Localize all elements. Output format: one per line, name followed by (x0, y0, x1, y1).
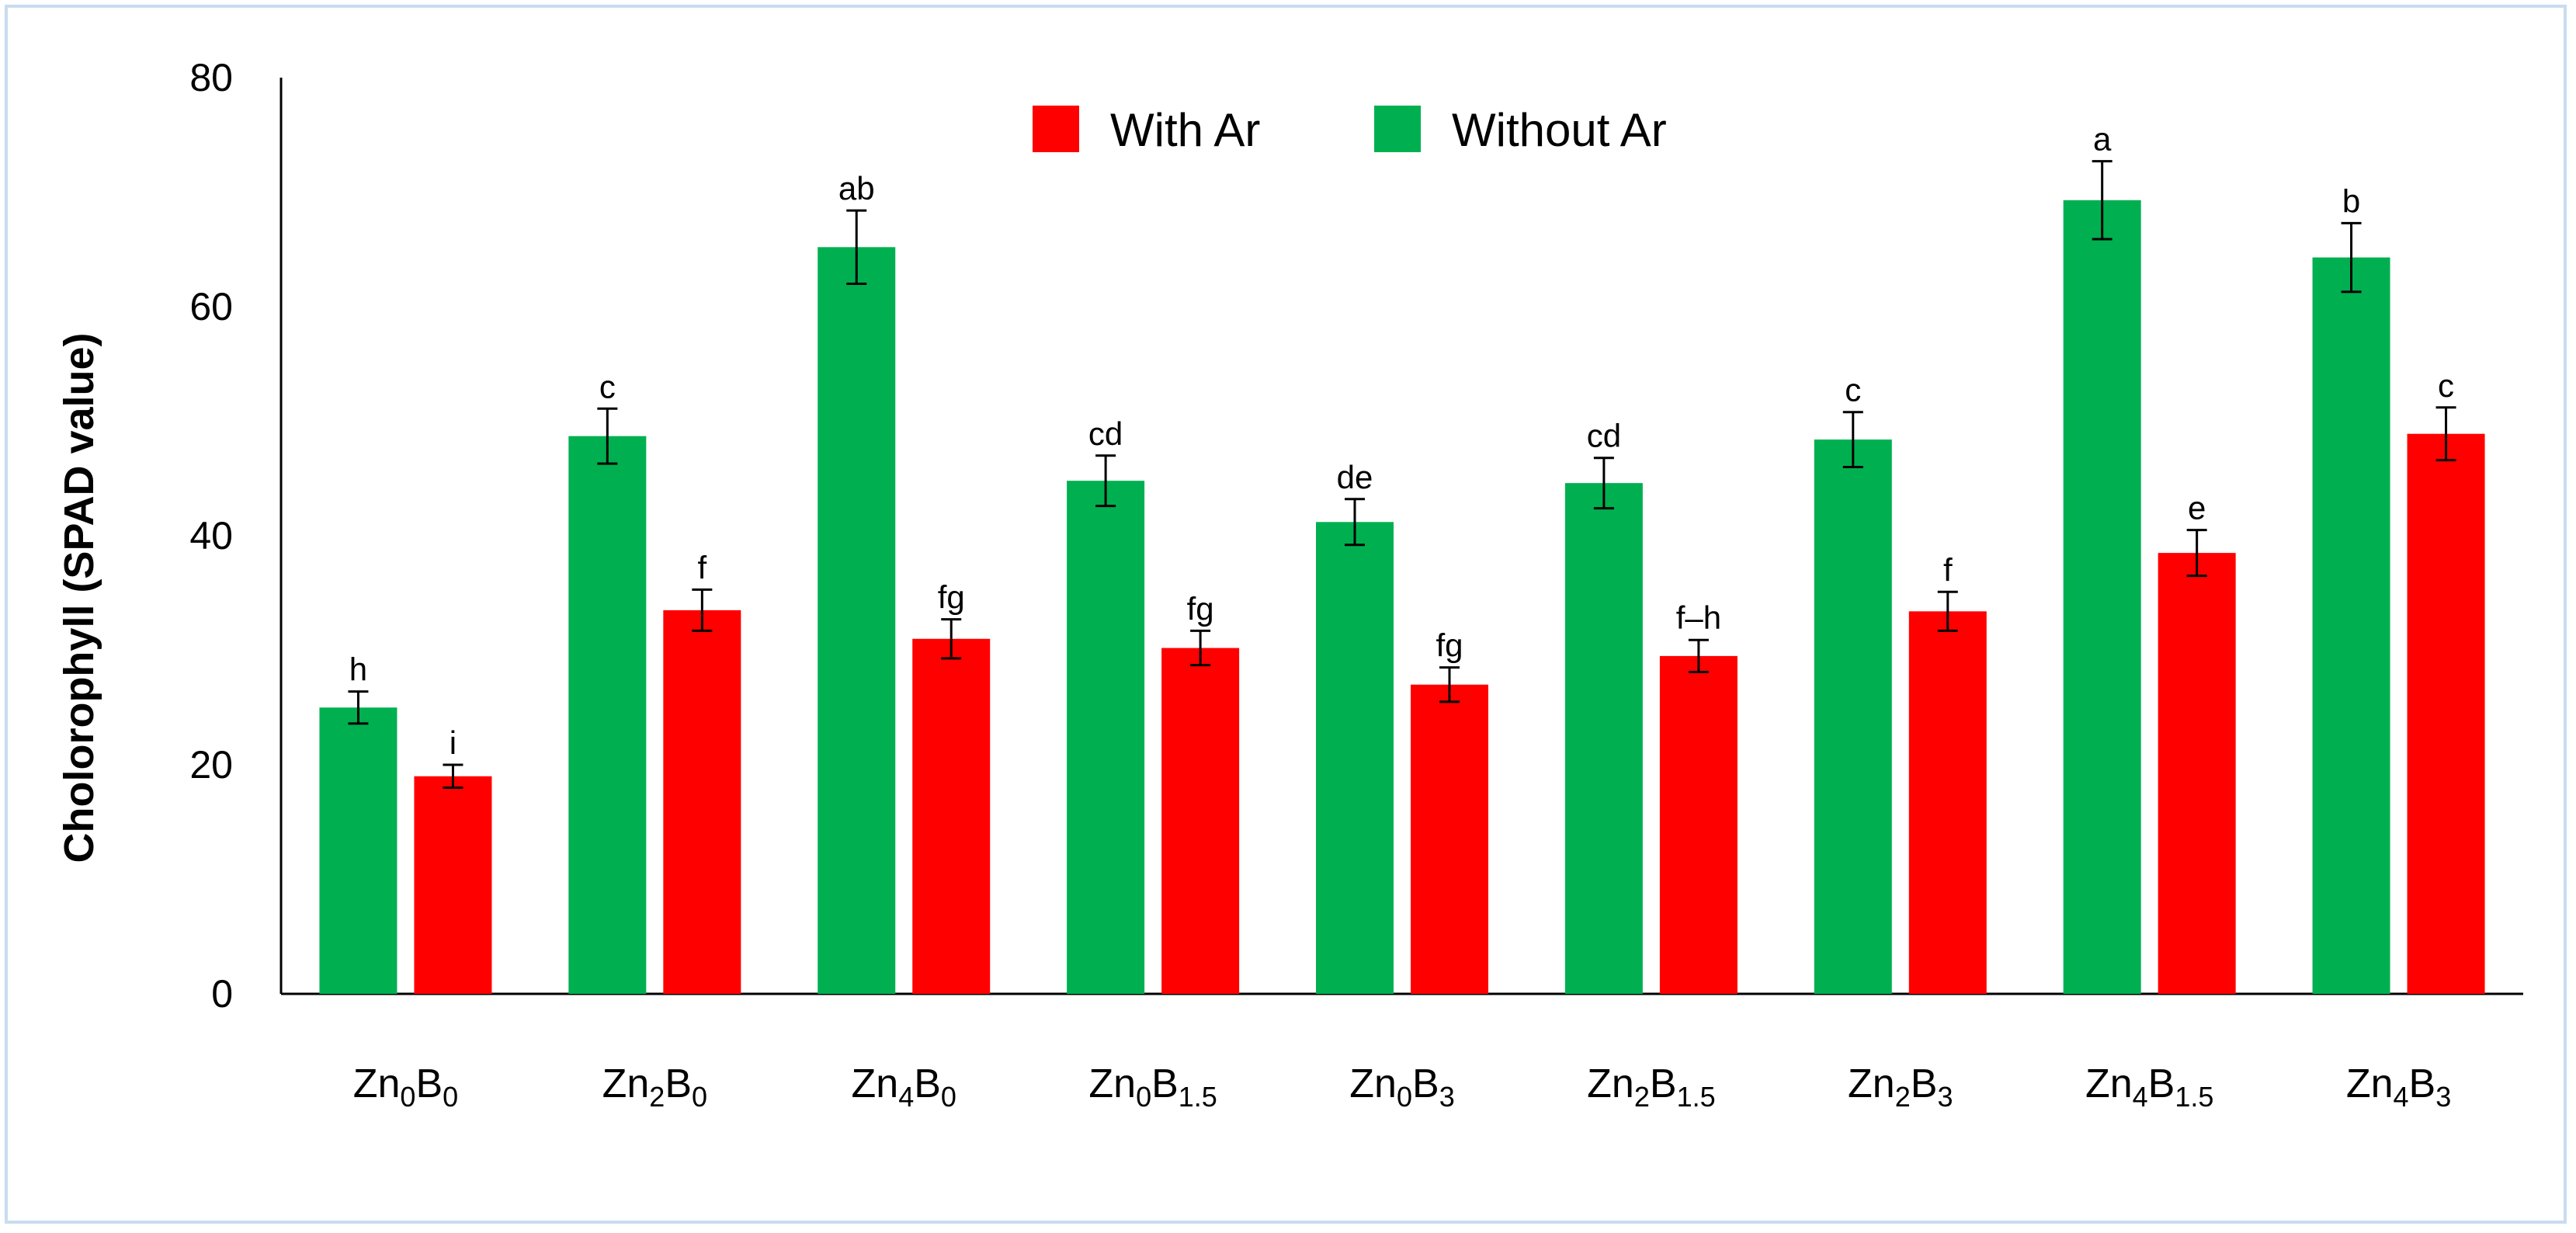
bar-without-ar (1067, 481, 1145, 994)
y-tick-label: 60 (189, 285, 233, 328)
bar-with-ar (414, 776, 492, 994)
significance-letter: cd (1088, 415, 1123, 452)
significance-letter: fg (1187, 590, 1214, 627)
x-tick-label: Zn4B0 (852, 1061, 956, 1113)
y-tick-label: 80 (189, 56, 233, 99)
y-tick-label: 40 (189, 514, 233, 557)
legend: With Ar Without Ar (1033, 104, 1667, 156)
bar-with-ar (1659, 655, 1738, 994)
significance-letter: c (2438, 367, 2454, 404)
bar-with-ar (1411, 684, 1488, 994)
bar-without-ar (1564, 483, 1643, 994)
significance-letter: f (697, 549, 706, 585)
legend-swatch-with-ar (1033, 106, 1079, 152)
significance-letter: f (1943, 551, 1953, 588)
x-tick-label: Zn2B0 (602, 1061, 707, 1113)
y-tick-label: 0 (211, 972, 233, 1016)
bar-with-ar (2158, 553, 2236, 994)
x-tick-label: Zn0B0 (353, 1061, 458, 1113)
x-tick-label: Zn2B1.5 (1587, 1061, 1715, 1113)
bar-without-ar (568, 436, 647, 994)
significance-letter: f–h (1676, 599, 1721, 636)
significance-letter: a (2093, 121, 2112, 158)
significance-letter: cd (1587, 418, 1621, 454)
error-bars (348, 160, 2456, 789)
bar-with-ar (1908, 611, 1987, 994)
bar-without-ar (319, 707, 398, 994)
x-axis-labels: Zn0B0 Zn2B0 Zn4B0 Zn0B1.5 Zn0B3 Zn2B1.5 Zn2B3 Z… (353, 1061, 2452, 1113)
legend-label-with-ar: With Ar (1110, 104, 1260, 156)
significance-letter: c (1845, 372, 1861, 408)
bar-without-ar (818, 247, 896, 994)
legend-label-without-ar: Without Ar (1452, 104, 1667, 156)
significance-letter: i (450, 724, 457, 761)
y-tick-label: 20 (189, 743, 233, 787)
bar-chart: 0 20 40 60 80 h i c f ab fg cd fg de fg cd f–h c f a e b c Zn… (56, 56, 2523, 1113)
x-tick-label: Zn0B3 (1349, 1061, 1454, 1113)
significance-letter: ab (838, 170, 875, 207)
chart-frame: 0 20 40 60 80 h i c f ab fg cd fg de fg cd f–h c f a e b c Zn… (5, 5, 2567, 1224)
significance-letter: c (599, 368, 616, 405)
bar-with-ar (663, 610, 741, 994)
significance-letter: e (2188, 490, 2206, 526)
significance-letter: fg (1436, 627, 1463, 664)
legend-swatch-without-ar (1374, 106, 1421, 152)
x-tick-label: Zn0B1.5 (1088, 1061, 1217, 1113)
significance-letter: h (349, 651, 367, 688)
x-tick-label: Zn4B1.5 (2085, 1061, 2213, 1113)
bar-without-ar (1316, 522, 1394, 994)
bar-with-ar (912, 638, 991, 994)
significance-letter: fg (938, 579, 965, 616)
bar-without-ar (1814, 439, 1892, 994)
significance-letters: h i c f ab fg cd fg de fg cd f–h c f a e b c (349, 121, 2454, 761)
axes: 0 20 40 60 80 (189, 56, 2523, 1016)
x-tick-label: Zn2B3 (1848, 1061, 1953, 1113)
bar-without-ar (2312, 257, 2390, 994)
significance-letter: b (2342, 182, 2360, 219)
y-axis-title: Cholorophyll (SPAD value) (56, 332, 102, 863)
significance-letter: de (1337, 459, 1373, 495)
bar-with-ar (2407, 433, 2485, 994)
bar-without-ar (2063, 200, 2141, 994)
bar-with-ar (1161, 648, 1240, 994)
bars (319, 200, 2485, 994)
x-tick-label: Zn4B3 (2346, 1061, 2451, 1113)
